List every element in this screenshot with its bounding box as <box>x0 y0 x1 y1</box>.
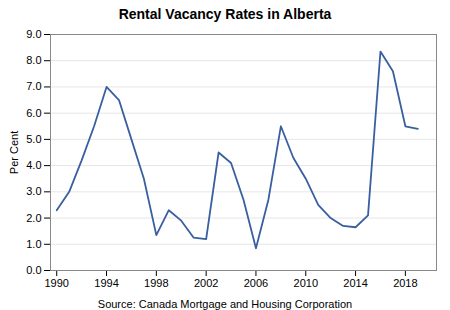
svg-text:8.0: 8.0 <box>26 54 41 66</box>
html-text:Source: Canada Mortgage and Ho: Source: Canada Mortgage and Housing Corp… <box>97 298 353 310</box>
svg-text:1998: 1998 <box>144 277 168 289</box>
svg-text:7.0: 7.0 <box>26 80 41 92</box>
svg-text:6.0: 6.0 <box>26 107 41 119</box>
svg-text:2014: 2014 <box>343 277 367 289</box>
svg-text:2010: 2010 <box>294 277 318 289</box>
svg-text:9.0: 9.0 <box>26 28 41 40</box>
svg-text:2002: 2002 <box>194 277 218 289</box>
svg-text:1994: 1994 <box>94 277 118 289</box>
svg-text:4.0: 4.0 <box>26 159 41 171</box>
svg-text:5.0: 5.0 <box>26 133 41 145</box>
svg-text:2018: 2018 <box>393 277 417 289</box>
svg-text:2.0: 2.0 <box>26 212 41 224</box>
svg-text:1990: 1990 <box>44 277 68 289</box>
html-text:Rental Vacancy Rates in Albert: Rental Vacancy Rates in Alberta <box>118 6 332 22</box>
svg-text:2006: 2006 <box>244 277 268 289</box>
svg-text:0.0: 0.0 <box>26 264 41 276</box>
svg-text:Per Cent: Per Cent <box>8 131 20 174</box>
svg-text:3.0: 3.0 <box>26 185 41 197</box>
svg-text:1.0: 1.0 <box>26 238 41 250</box>
